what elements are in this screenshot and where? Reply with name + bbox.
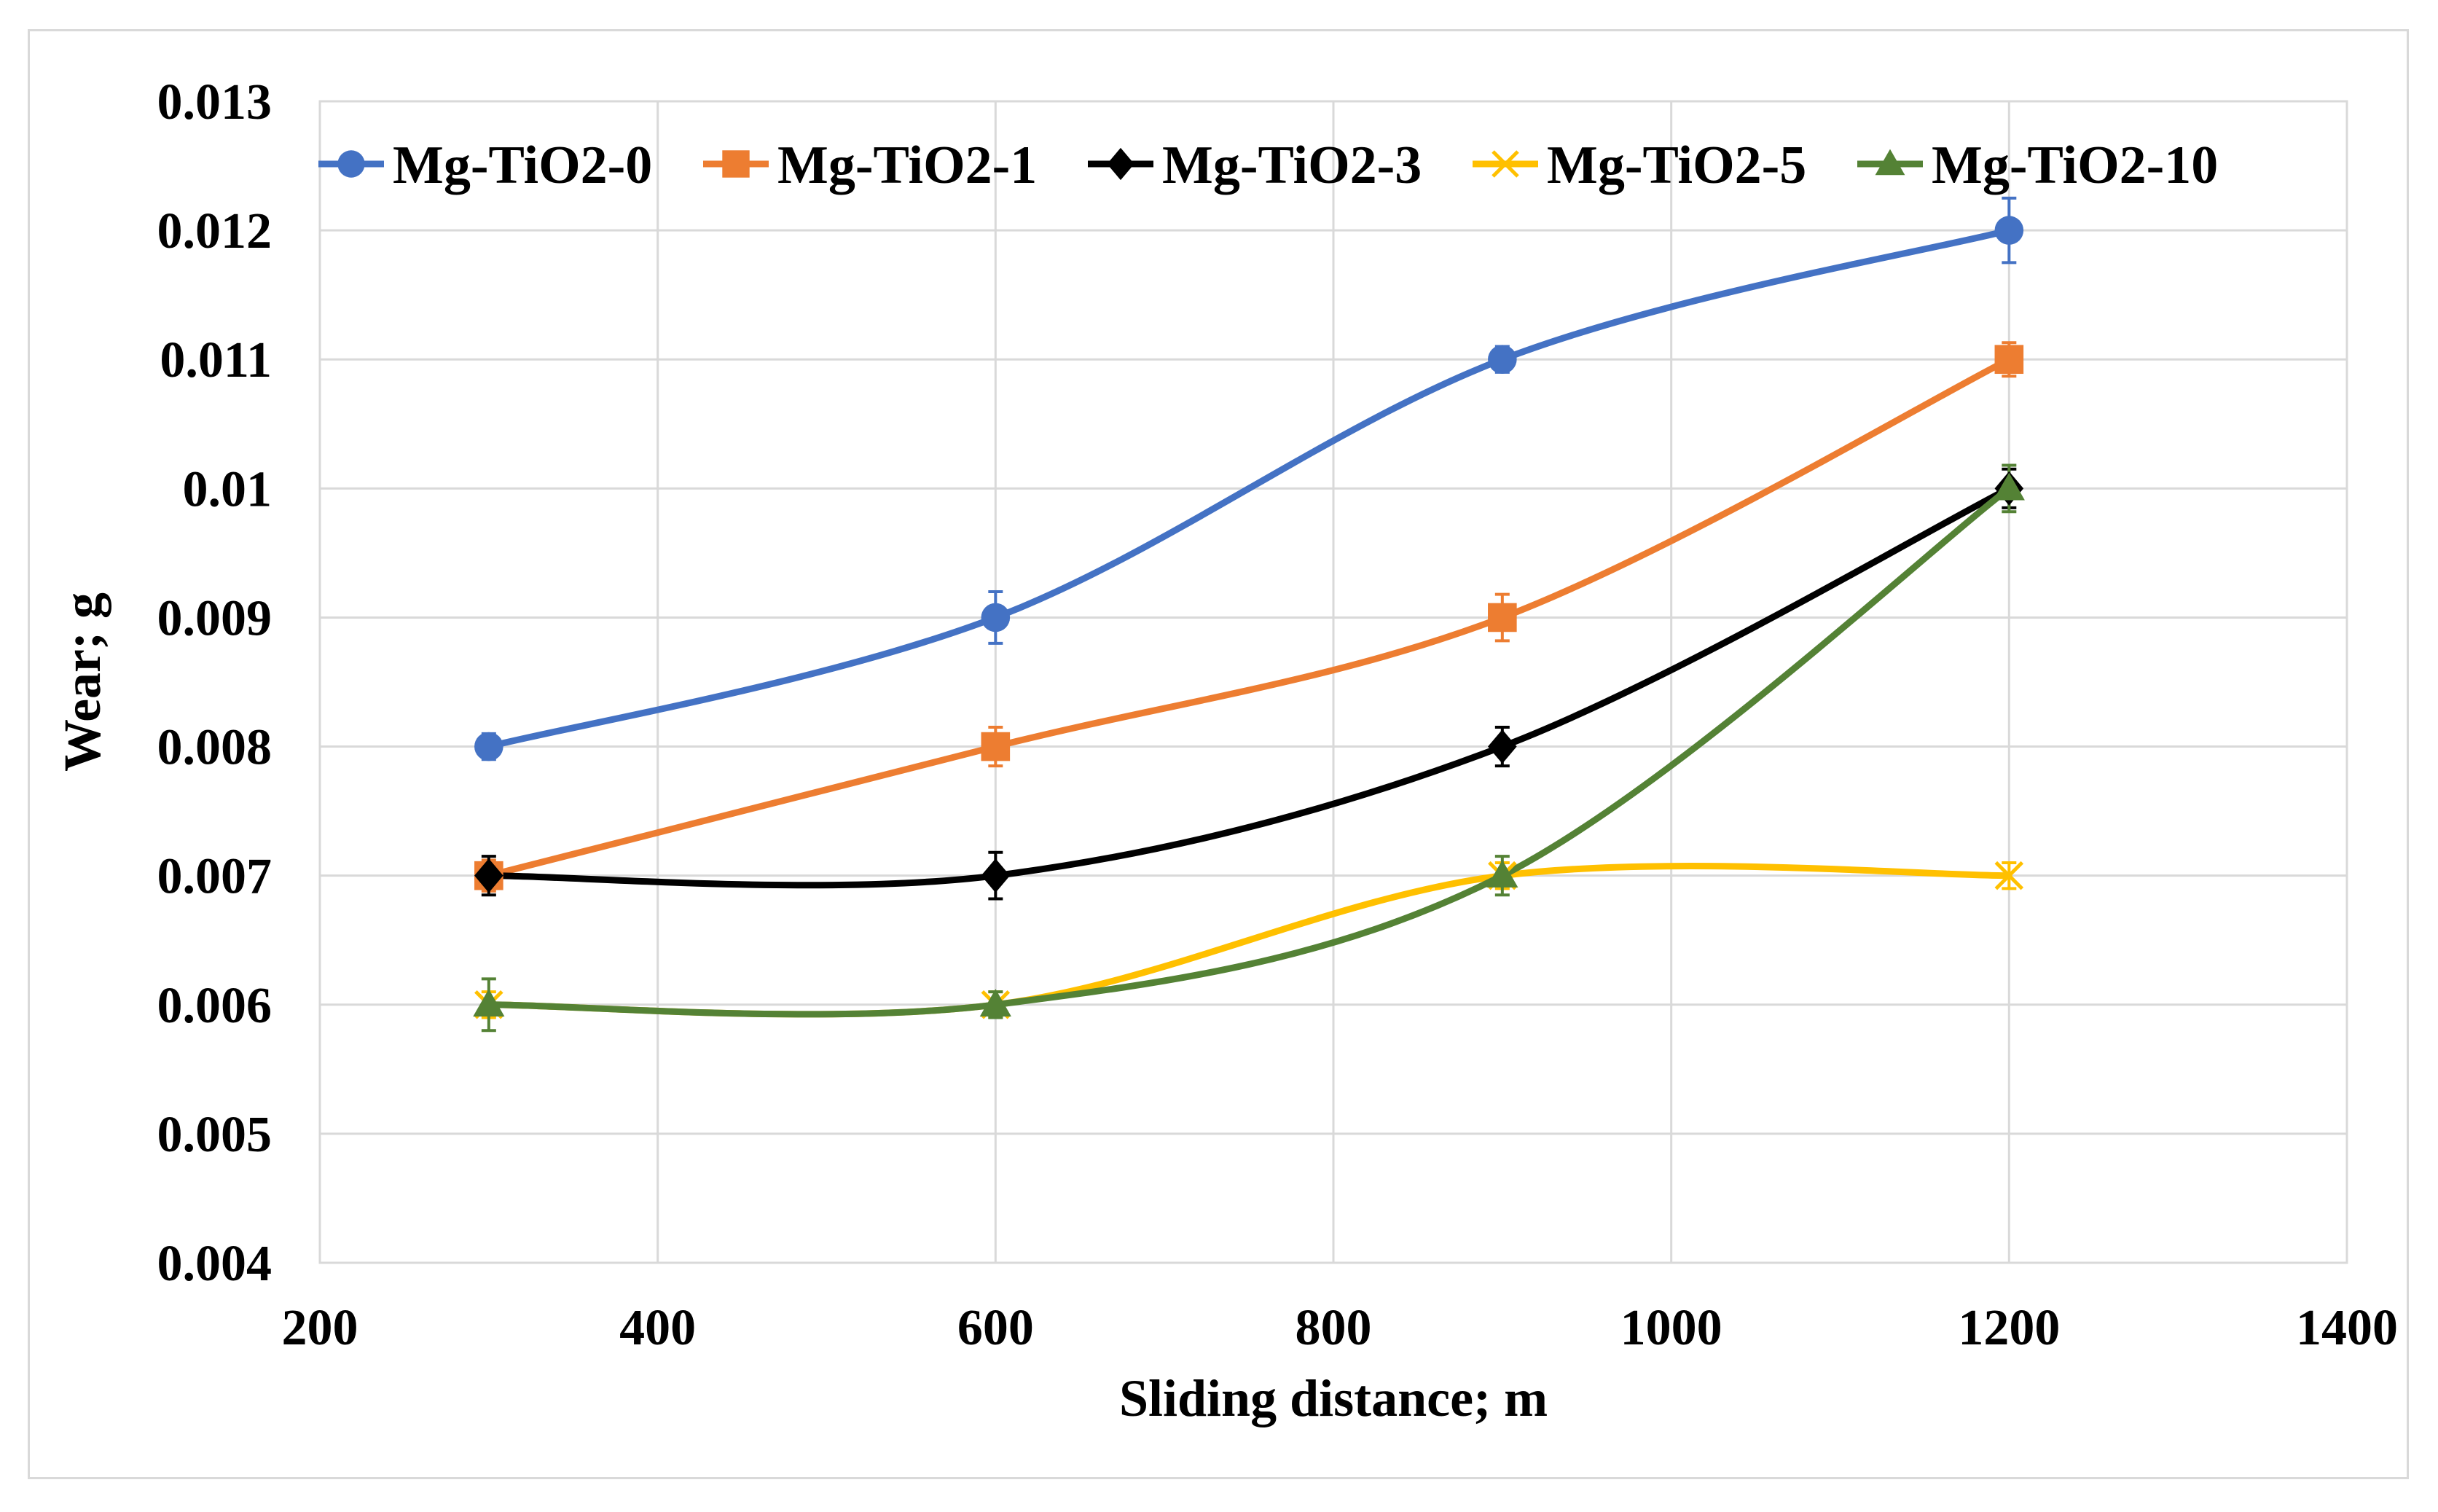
- legend-item-mg-tio2-0[interactable]: Mg-TiO2-0: [318, 136, 652, 195]
- x-tick-label: 600: [957, 1300, 1034, 1356]
- data-point-mg-tio2-1: [981, 732, 1011, 761]
- x-tick-label: 1000: [1620, 1300, 1722, 1356]
- legend-label: Mg-TiO2-0: [393, 136, 652, 195]
- data-point-mg-tio2-10: [979, 989, 1011, 1017]
- gridlines: [318, 100, 2348, 1264]
- data-point-mg-tio2-0: [1488, 345, 1517, 375]
- x-axis-label: Sliding distance; m: [1119, 1369, 1548, 1427]
- x-axis-ticks: 200 400 600 800 1000 1200 1400: [282, 1300, 2399, 1356]
- legend-label: Mg-TiO2-5: [1547, 136, 1806, 195]
- y-tick-label: 0.01: [183, 461, 273, 517]
- data-point-mg-tio2-3: [981, 858, 1011, 893]
- legend-marker-icon: [722, 150, 750, 178]
- data-point-mg-tio2-1: [1488, 603, 1517, 632]
- x-tick-label: 1200: [1958, 1300, 2060, 1356]
- x-tick-label: 400: [619, 1300, 696, 1356]
- data-point-mg-tio2-3: [1488, 729, 1517, 764]
- data-point-mg-tio2-5: [1994, 861, 2024, 890]
- x-tick-label: 200: [282, 1300, 358, 1356]
- x-tick-label: 800: [1296, 1300, 1372, 1356]
- legend-marker-icon: [337, 150, 365, 178]
- legend-marker-icon: [1492, 150, 1519, 178]
- series-line-mg-tio2-10: [485, 485, 2012, 1018]
- series-line-mg-tio2-3: [485, 485, 2012, 889]
- y-tick-label: 0.007: [157, 849, 273, 905]
- y-tick-label: 0.008: [157, 720, 273, 776]
- y-tick-label: 0.006: [157, 978, 273, 1034]
- data-point-mg-tio2-10: [1993, 472, 2025, 501]
- y-tick-label: 0.011: [160, 332, 272, 388]
- data-point-mg-tio2-10: [473, 989, 505, 1017]
- legend-item-mg-tio2-3[interactable]: Mg-TiO2-3: [1088, 136, 1422, 195]
- y-tick-label: 0.009: [157, 590, 273, 646]
- legend-marker-icon: [1875, 149, 1905, 176]
- series-line-mg-tio2-1: [485, 356, 2012, 880]
- legend-item-mg-tio2-5[interactable]: Mg-TiO2-5: [1473, 136, 1806, 195]
- error-bars: [481, 196, 2017, 1033]
- legend-item-mg-tio2-10[interactable]: Mg-TiO2-10: [1857, 136, 2218, 195]
- y-tick-label: 0.004: [157, 1236, 273, 1292]
- legend[interactable]: Mg-TiO2-0 Mg-TiO2-1 Mg-TiO2-3 Mg-TiO2-5 Mg-T…: [318, 136, 2218, 195]
- data-point-mg-tio2-0: [1994, 216, 2024, 245]
- y-tick-label: 0.013: [157, 74, 273, 130]
- y-axis-ticks: 0.004 0.005 0.006 0.007 0.008 0.009 0.01 0.011 0…: [157, 74, 273, 1292]
- chart-frame: 200 400 600 800 1000 1200 1400 0.004 0.005 0.006…: [28, 29, 2409, 1479]
- data-point-mg-tio2-0: [474, 732, 503, 761]
- data-point-mg-tio2-1: [1994, 345, 2024, 375]
- legend-marker-icon: [1107, 147, 1134, 181]
- plot-area-border: [318, 100, 2348, 1264]
- data-point-mg-tio2-3: [474, 858, 503, 893]
- y-tick-label: 0.012: [157, 203, 273, 259]
- data-point-mg-tio2-10: [1486, 860, 1518, 888]
- series-lines: [485, 227, 2012, 1018]
- legend-label: Mg-TiO2-1: [777, 136, 1037, 195]
- legend-label: Mg-TiO2-3: [1162, 136, 1422, 195]
- series-line-mg-tio2-5: [485, 863, 2012, 1018]
- data-point-mg-tio2-0: [981, 603, 1011, 632]
- x-tick-label: 1400: [2296, 1300, 2398, 1356]
- legend-item-mg-tio2-1[interactable]: Mg-TiO2-1: [703, 136, 1037, 195]
- y-axis-label: Wear; g: [53, 592, 111, 772]
- wear-line-chart: 200 400 600 800 1000 1200 1400 0.004 0.005 0.006…: [53, 74, 2399, 1427]
- legend-label: Mg-TiO2-10: [1932, 136, 2218, 195]
- series-line-mg-tio2-0: [485, 227, 2012, 751]
- y-tick-label: 0.005: [157, 1107, 273, 1163]
